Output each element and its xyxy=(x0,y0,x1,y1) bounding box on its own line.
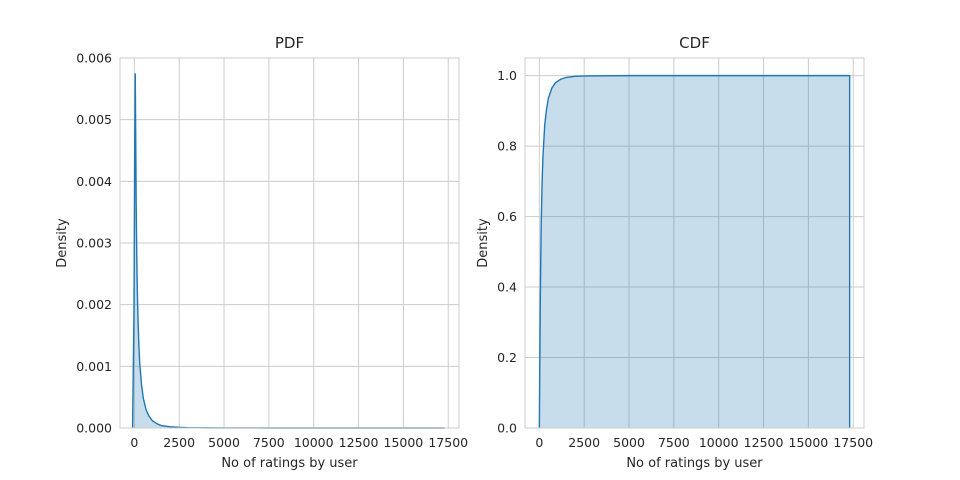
cdf-x-tick-label: 7500 xyxy=(658,435,690,450)
cdf-y-axis-label: Density xyxy=(476,218,491,268)
pdf-y-axis-label: Density xyxy=(55,218,70,268)
pdf-x-tick-label: 2500 xyxy=(163,435,195,450)
pdf-title: PDF xyxy=(275,34,304,52)
pdf-y-tick-label: 0.005 xyxy=(76,112,112,127)
cdf-x-tick-label: 12500 xyxy=(744,435,784,450)
pdf-x-tick-label: 0 xyxy=(130,435,138,450)
cdf-line xyxy=(538,74,851,429)
pdf-x-tick-label: 12500 xyxy=(339,435,379,450)
pdf-plot-frame xyxy=(119,57,460,429)
pdf-y-tick-label: 0.006 xyxy=(76,51,112,66)
cdf-y-tick-label: 0.2 xyxy=(497,350,517,365)
pdf-x-tick-label: 15000 xyxy=(384,435,424,450)
cdf-area xyxy=(539,75,850,429)
pdf-y-tick-label: 0.001 xyxy=(76,359,112,374)
cdf-x-tick-label: 10000 xyxy=(699,435,739,450)
cdf-y-tick-label: 0.4 xyxy=(497,280,517,295)
cdf-y-tick-label: 0.0 xyxy=(497,421,517,436)
pdf-x-tick-label: 17500 xyxy=(428,435,468,450)
pdf-y-tick-label: 0.003 xyxy=(76,236,112,251)
cdf-y-tick-label: 0.6 xyxy=(497,209,517,224)
cdf-x-tick-label: 15000 xyxy=(789,435,829,450)
cdf-y-tick-label: 1.0 xyxy=(497,68,517,83)
pdf-y-tick-label: 0.004 xyxy=(76,174,112,189)
pdf-x-tick-label: 10000 xyxy=(294,435,334,450)
pdf-y-tick-label: 0.000 xyxy=(76,421,112,436)
pdf-x-tick-label: 5000 xyxy=(208,435,240,450)
cdf-x-axis-label: No of ratings by user xyxy=(626,456,763,471)
pdf-y-tick-label: 0.002 xyxy=(76,297,112,312)
pdf-x-tick-label: 7500 xyxy=(253,435,285,450)
cdf-x-tick-label: 17500 xyxy=(833,435,873,450)
pdf-x-axis-label: No of ratings by user xyxy=(221,456,358,471)
cdf-y-tick-label: 0.8 xyxy=(497,139,517,154)
cdf-x-tick-label: 2500 xyxy=(568,435,600,450)
cdf-x-tick-label: 5000 xyxy=(613,435,645,450)
cdf-plot-frame xyxy=(524,57,865,429)
cdf-title: CDF xyxy=(679,34,710,52)
pdf-chart: 0 2500 5000 7500 10000 12500 15000 17500 0.000 0.… xyxy=(55,34,468,471)
cdf-x-tick-label: 0 xyxy=(535,435,543,450)
cdf-chart: 0 2500 5000 7500 10000 12500 15000 17500 0.0 0.2 0… xyxy=(476,34,873,471)
